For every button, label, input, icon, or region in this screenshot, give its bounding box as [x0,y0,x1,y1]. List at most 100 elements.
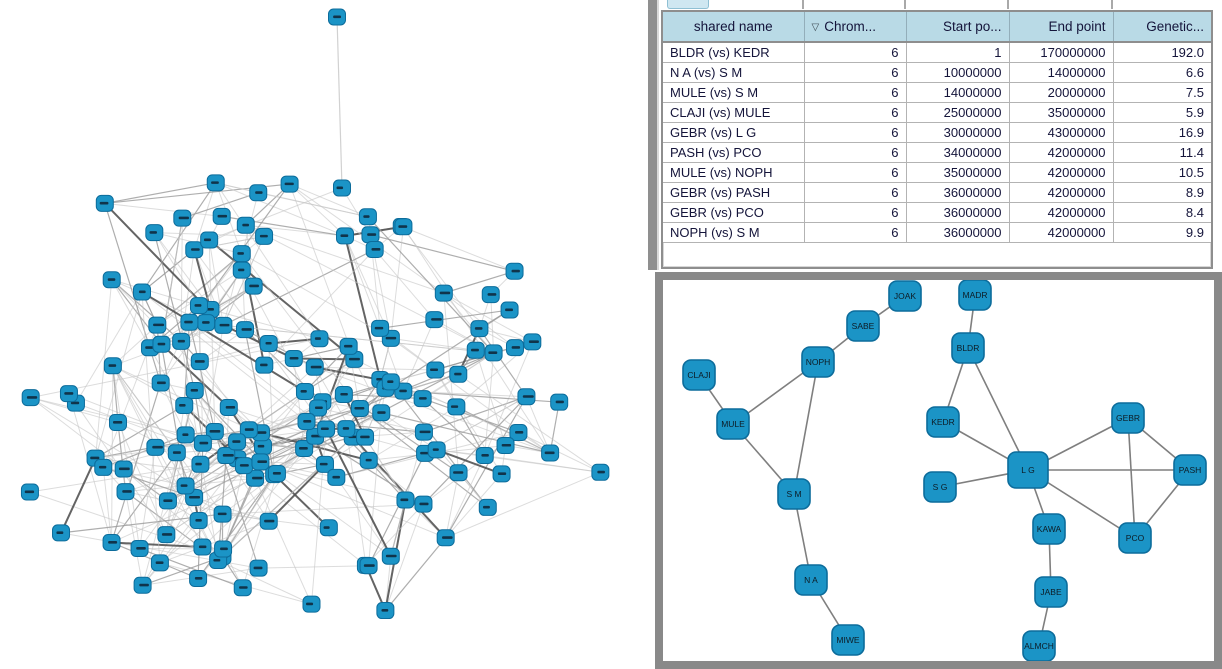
node[interactable] [20,483,39,501]
node[interactable] [394,218,413,236]
node[interactable] [189,297,208,315]
table-row[interactable]: CLAJI (vs) MULE 6 25000000 35000000 5.9 [663,102,1211,123]
node[interactable] [59,385,78,403]
node[interactable] [449,365,468,383]
table-row[interactable]: GEBR (vs) L G 6 30000000 43000000 16.9 [663,122,1211,143]
node[interactable] [500,301,519,319]
node-miwe[interactable]: MIWE [831,624,865,656]
node-almch[interactable]: ALMCH [1022,630,1056,661]
node-sabe[interactable]: SABE [846,310,880,342]
node[interactable] [193,434,212,452]
node[interactable] [449,464,468,482]
node[interactable] [172,332,191,350]
node[interactable] [95,194,114,212]
node[interactable] [319,519,338,537]
node[interactable] [359,451,378,469]
node[interactable] [358,208,377,226]
node[interactable] [214,316,233,334]
node[interactable] [246,469,265,487]
table-row[interactable]: GEBR (vs) PCO 6 36000000 42000000 8.4 [663,202,1211,223]
node[interactable] [484,344,503,362]
detail-network-canvas[interactable]: JOAK SABE NOPH CLAJI MULE S M N A MIWE MADR BLDR K… [663,280,1214,661]
node[interactable] [470,320,489,338]
node[interactable] [505,339,524,357]
detail-network-panel[interactable]: JOAK SABE NOPH CLAJI MULE S M N A MIWE MADR BLDR K… [655,272,1222,669]
node[interactable] [180,313,199,331]
node[interactable] [228,433,247,451]
node[interactable] [175,397,194,415]
node-pco[interactable]: PCO [1118,522,1152,554]
node[interactable] [236,216,255,234]
node[interactable] [541,444,560,462]
node[interactable] [232,245,251,263]
node[interactable] [94,458,113,476]
node[interactable] [523,333,542,351]
node-mule[interactable]: MULE [716,408,750,440]
node[interactable] [302,595,321,613]
node[interactable] [52,524,71,542]
column-header-shared-name[interactable]: shared name [663,12,805,43]
node[interactable] [249,184,268,202]
node[interactable] [356,428,375,446]
node[interactable] [255,356,274,374]
node[interactable] [219,399,238,417]
node-kawa[interactable]: KAWA [1032,513,1066,545]
node-kedr[interactable]: KEDR [926,406,960,438]
node[interactable] [267,465,286,483]
node[interactable] [315,455,334,473]
overview-network-panel[interactable] [0,0,648,669]
column-header-chrom-[interactable]: ▽ Chrom... [804,12,907,43]
node[interactable] [481,286,500,304]
node[interactable] [280,175,299,193]
node[interactable] [550,393,569,411]
node-joak[interactable]: JOAK [888,280,922,312]
panel-splitter[interactable] [648,0,659,270]
node[interactable] [189,512,208,530]
node[interactable] [205,423,224,441]
node[interactable] [425,311,444,329]
overview-network-canvas[interactable] [0,0,648,669]
node[interactable] [310,330,329,348]
node[interactable] [251,453,270,471]
node[interactable] [114,460,133,478]
node[interactable] [197,314,216,332]
node[interactable] [309,399,328,417]
node[interactable] [244,277,263,295]
node[interactable] [255,227,274,245]
node[interactable] [376,602,395,620]
node-jabe[interactable]: JABE [1034,576,1068,608]
node[interactable] [102,271,121,289]
node[interactable] [359,557,378,575]
node[interactable] [436,529,455,547]
node[interactable] [345,350,364,368]
node[interactable] [496,436,515,454]
node[interactable] [517,388,536,406]
node[interactable] [212,207,231,225]
node[interactable] [235,321,254,339]
node-claji[interactable]: CLAJI [682,359,716,391]
node[interactable] [361,226,380,244]
node[interactable] [132,283,151,301]
node[interactable] [591,463,610,481]
node[interactable] [305,358,324,376]
node-gebr[interactable]: GEBR [1111,402,1145,434]
node[interactable] [396,491,415,509]
node[interactable] [447,398,466,416]
node[interactable] [339,337,358,355]
node-bldr[interactable]: BLDR [951,332,985,364]
node[interactable] [185,381,204,399]
node[interactable] [148,316,167,334]
node[interactable] [475,447,494,465]
node[interactable] [371,319,390,337]
node[interactable] [434,284,453,302]
node[interactable] [284,349,303,367]
node[interactable] [328,8,346,26]
node[interactable] [239,421,258,439]
node[interactable] [426,361,445,379]
node[interactable] [176,426,195,444]
node[interactable] [327,468,346,486]
node[interactable] [381,373,400,391]
node-s-g[interactable]: S G [923,471,957,503]
node[interactable] [233,579,252,597]
node[interactable] [365,241,384,259]
